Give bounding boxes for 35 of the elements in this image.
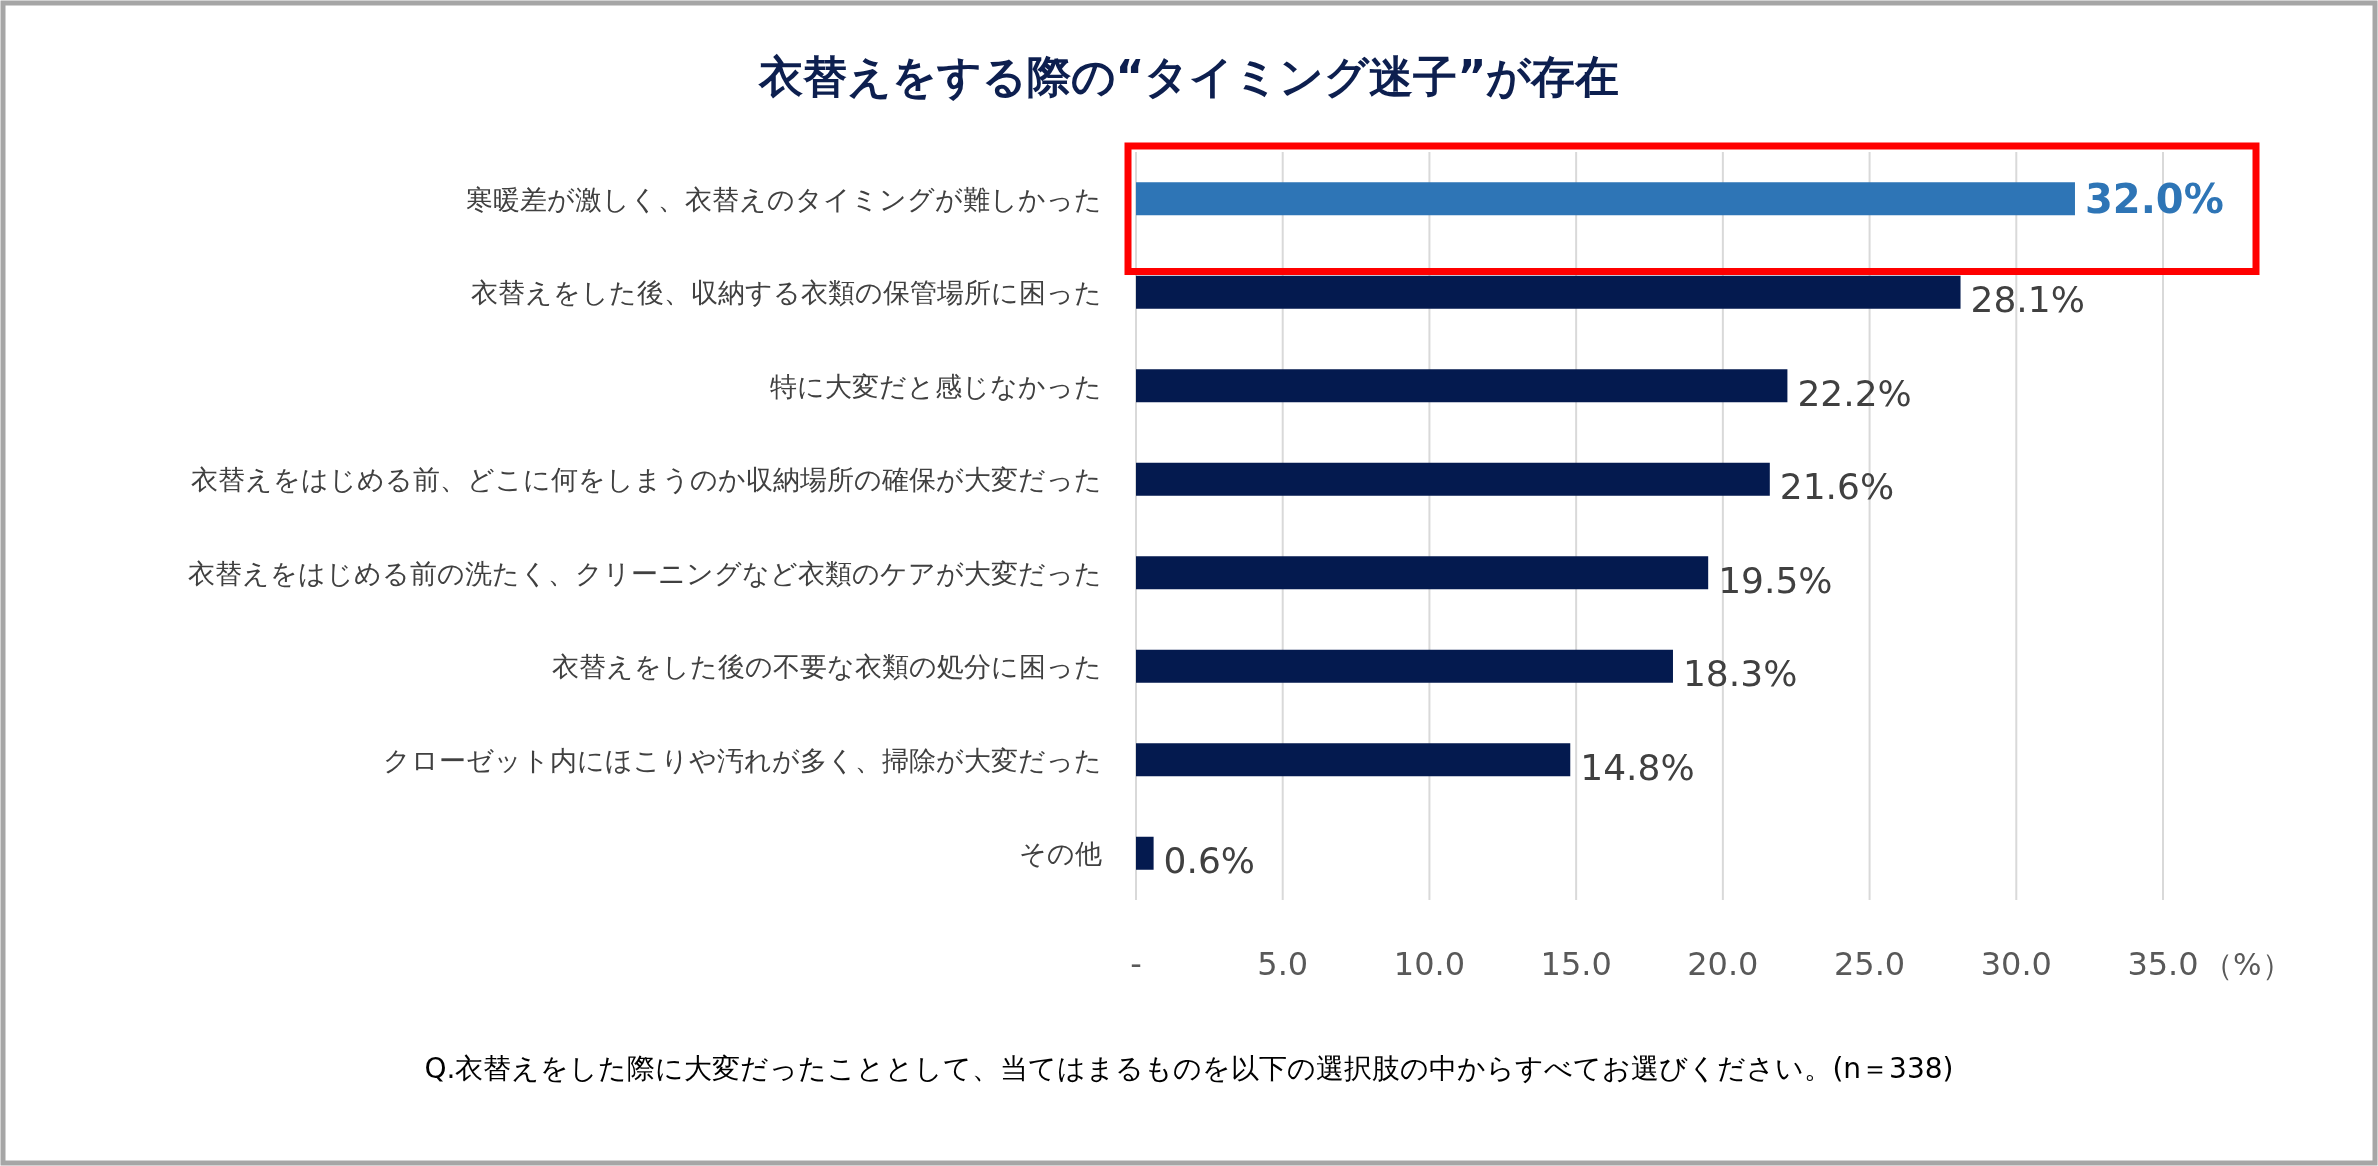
chart-title: 衣替えをする際の“タイミング迷子”が存在	[757, 51, 1620, 102]
data-label: 19.5%	[1718, 559, 1833, 601]
y-tick-label: その他	[1019, 838, 1102, 870]
x-axis-title: （%）	[2203, 947, 2292, 982]
y-tick-label: クローゼット内にほこりや汚れが多く、掃除が大変だった	[383, 744, 1102, 776]
y-tick-label: 衣替えをはじめる前の洗たく、クリーニングなど衣類のケアが大変だった	[188, 557, 1102, 589]
x-tick-label: 10.0	[1393, 945, 1466, 983]
bar	[1136, 649, 1673, 683]
bar	[1136, 743, 1571, 777]
data-label: 32.0%	[2084, 175, 2224, 222]
data-label: 14.8%	[1580, 746, 1695, 788]
x-tick-label: 30.0	[1980, 945, 2052, 983]
y-tick-label: 寒暖差が激しく、衣替えのタイミングが難しかった	[466, 183, 1102, 215]
data-label: 21.6%	[1779, 466, 1895, 508]
bar	[1136, 275, 1961, 309]
y-tick-label: 衣替えをはじめる前、どこに何をしまうのか収納場所の確保が大変だった	[191, 464, 1102, 496]
x-tick-label: 5.0	[1257, 945, 1309, 983]
y-tick-label: 特に大変だと感じなかった	[770, 370, 1102, 402]
data-label: 18.3%	[1682, 653, 1798, 695]
data-label: 22.2%	[1797, 372, 1912, 414]
bar	[1136, 556, 1709, 590]
y-tick-label: 衣替えをした後の不要な衣類の処分に困った	[552, 651, 1102, 683]
bar	[1136, 182, 2075, 216]
x-tick-label: 20.0	[1687, 945, 1759, 983]
bar	[1136, 836, 1154, 870]
x-tick-label: -	[1130, 945, 1142, 983]
x-tick-label: 25.0	[1833, 945, 1906, 983]
text: Q.衣替えをした際に大変だったこととして、当てはまるものを以下の選択肢の中からすべてお選びください。(n＝338)	[424, 1052, 1954, 1085]
x-tick-label: 35.0	[2127, 945, 2199, 983]
bar	[1136, 462, 1770, 496]
data-label: 0.6%	[1163, 840, 1256, 882]
y-tick-label: 衣替えをした後、収納する衣類の保管場所に困った	[471, 277, 1102, 309]
bar	[1136, 369, 1788, 403]
x-tick-label: 15.0	[1540, 945, 1612, 983]
data-label: 28.1%	[1970, 279, 2085, 321]
